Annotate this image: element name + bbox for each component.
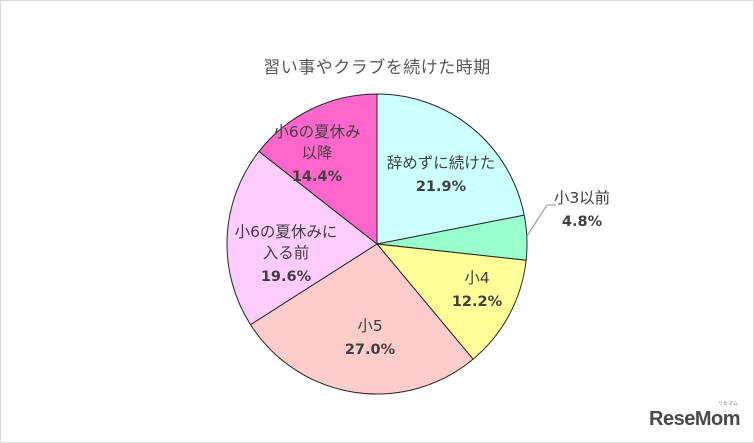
slice-label-value: 14.4% [292, 169, 343, 185]
slice-label-name: 小4 [464, 269, 489, 287]
pie-slices [226, 93, 528, 395]
slice-label-value: 19.6% [261, 269, 312, 285]
slice-label-value: 27.0% [345, 342, 396, 358]
slice-label-name: 以降 [301, 144, 332, 162]
watermark-logo: ReseMom [649, 408, 740, 430]
chart-title: 習い事やクラブを続けた時期 [263, 58, 491, 78]
pie-labels: 辞めずに続けた 21.9% 小3以前 4.8% 小4 12.2% 小5 27.0% 小6の夏休み… [235, 123, 611, 358]
pie-slice [226, 150, 378, 326]
slice-label-name: 辞めずに続けた [387, 154, 496, 172]
slice-label-value: 12.2% [452, 294, 503, 310]
pie-slice [258, 93, 378, 246]
pie-slice [375, 243, 527, 360]
slice-label-name: 小6の夏休み [273, 123, 360, 141]
slice-label-name: 小6の夏休みに [235, 223, 338, 241]
pie-slice [249, 243, 474, 395]
pie-slice [376, 93, 525, 245]
slice-label-value: 21.9% [416, 179, 467, 195]
slice-label-value: 4.8% [562, 214, 603, 230]
slice-label-name: 小5 [357, 317, 382, 335]
slice-label-name: 小3以前 [554, 189, 610, 207]
leader-line [526, 204, 556, 237]
slice-label-name: 入る前 [263, 244, 310, 262]
watermark-sub: リセマム [717, 401, 738, 407]
